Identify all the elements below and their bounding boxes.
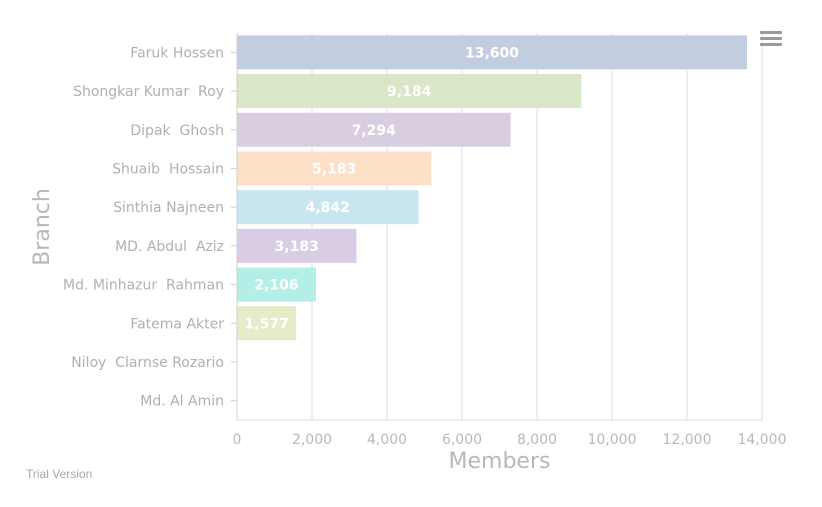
- y-tick-label: Shongkar Kumar Roy: [73, 84, 224, 100]
- hamburger-menu-icon-bar: [760, 37, 782, 40]
- x-tick-label: 8,000: [517, 432, 557, 448]
- data-label: 2,106: [254, 278, 298, 294]
- bar[interactable]: [237, 74, 582, 109]
- x-tick-label: 10,000: [588, 432, 637, 448]
- trial-version-watermark: Trial Version: [26, 467, 93, 481]
- data-label: 13,600: [465, 45, 519, 61]
- bar[interactable]: [237, 190, 419, 225]
- data-label: 3,183: [275, 239, 319, 255]
- data-label: 1,577: [244, 316, 288, 332]
- x-axis-tick-labels: 0 2,000 4,000 6,000 8,000 10,000 12,000 14,000: [233, 432, 787, 448]
- y-tick-label: Faruk Hossen: [130, 45, 224, 61]
- chart-menu-button[interactable]: [758, 28, 784, 52]
- y-tick-label: Sinthia Najneen: [113, 200, 224, 216]
- bar[interactable]: [237, 267, 316, 302]
- y-axis-tick-labels: Faruk Hossen Shongkar Kumar Roy Dipak Ghos…: [63, 45, 237, 410]
- bars: 13,600 9,184 7,294 5,183 4,842 3,183 2,106 1,57…: [237, 35, 747, 341]
- y-tick-label: Niloy Clarnse Rozario: [71, 355, 224, 371]
- y-tick-label: MD. Abdul Aziz: [115, 239, 224, 255]
- x-tick-label: 6,000: [442, 432, 482, 448]
- bar[interactable]: [237, 151, 432, 186]
- y-axis-title: Branch: [30, 188, 55, 266]
- y-tick-label: Shuaib Hossain: [112, 161, 224, 177]
- x-tick-label: 0: [233, 432, 242, 448]
- x-tick-label: 2,000: [292, 432, 332, 448]
- x-tick-label: 4,000: [367, 432, 407, 448]
- x-tick-label: 12,000: [663, 432, 712, 448]
- data-label: 5,183: [312, 161, 356, 177]
- y-tick-label: Md. Minhazur Rahman: [63, 278, 224, 294]
- x-tick-label: 14,000: [738, 432, 787, 448]
- data-label: 4,842: [306, 200, 350, 216]
- y-tick-label: Md. Al Amin: [140, 394, 224, 410]
- data-label: 9,184: [387, 84, 432, 100]
- hamburger-menu-icon-bar: [760, 43, 782, 46]
- y-tick-label: Fatema Akter: [130, 316, 224, 332]
- data-label: 7,294: [352, 123, 397, 139]
- hamburger-menu-icon: [760, 31, 782, 34]
- bar[interactable]: [237, 228, 357, 263]
- bar[interactable]: [237, 306, 297, 341]
- bar[interactable]: [237, 112, 511, 147]
- bar[interactable]: [237, 35, 747, 70]
- x-axis-title: Members: [449, 449, 551, 474]
- y-tick-label: Dipak Ghosh: [130, 123, 224, 139]
